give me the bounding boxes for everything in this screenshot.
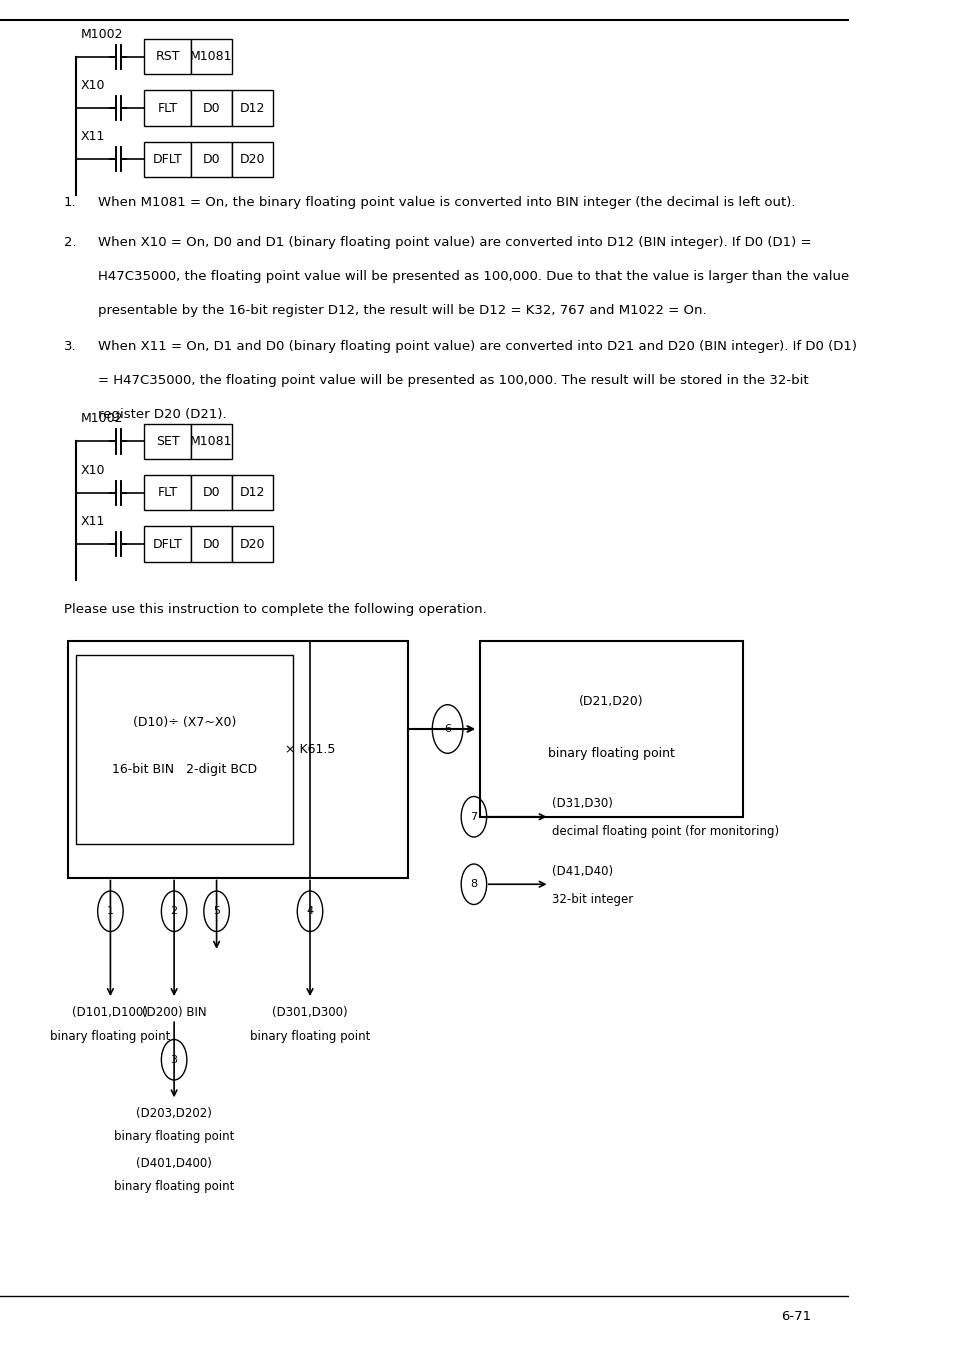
- Text: When M1081 = On, the binary floating point value is converted into BIN integer (: When M1081 = On, the binary floating poi…: [97, 196, 795, 209]
- Text: binary floating point: binary floating point: [548, 747, 674, 760]
- FancyBboxPatch shape: [191, 475, 232, 510]
- Text: X11: X11: [81, 514, 105, 528]
- Text: (D41,D40): (D41,D40): [552, 864, 613, 878]
- Text: (D200) BIN: (D200) BIN: [142, 1006, 206, 1019]
- Text: = H47C35000, the floating point value will be presented as 100,000. The result w: = H47C35000, the floating point value wi…: [97, 374, 807, 387]
- FancyBboxPatch shape: [76, 655, 293, 844]
- FancyBboxPatch shape: [144, 39, 191, 74]
- Text: D0: D0: [202, 537, 220, 551]
- Text: X10: X10: [81, 463, 105, 477]
- Text: 2: 2: [171, 906, 177, 917]
- Text: M1002: M1002: [81, 412, 123, 425]
- Text: (D31,D30): (D31,D30): [552, 796, 612, 810]
- Text: 16-bit BIN   2-digit BCD: 16-bit BIN 2-digit BCD: [112, 763, 257, 776]
- Text: D12: D12: [239, 101, 265, 115]
- Text: X11: X11: [81, 130, 105, 143]
- Text: 3: 3: [171, 1054, 177, 1065]
- Text: (D101,D100): (D101,D100): [72, 1006, 149, 1019]
- Text: 32-bit integer: 32-bit integer: [552, 892, 633, 906]
- Text: H47C35000, the floating point value will be presented as 100,000. Due to that th: H47C35000, the floating point value will…: [97, 270, 848, 284]
- Text: RST: RST: [155, 50, 180, 63]
- Text: register D20 (D21).: register D20 (D21).: [97, 408, 226, 421]
- Text: When X11 = On, D1 and D0 (binary floating point value) are converted into D21 an: When X11 = On, D1 and D0 (binary floatin…: [97, 340, 856, 354]
- Text: M1081: M1081: [190, 435, 233, 448]
- Text: decimal floating point (for monitoring): decimal floating point (for monitoring): [552, 825, 779, 838]
- Text: 6-71: 6-71: [781, 1310, 811, 1323]
- Text: D20: D20: [239, 153, 265, 166]
- Text: 1: 1: [107, 906, 113, 917]
- Text: 3.: 3.: [64, 340, 76, 354]
- FancyBboxPatch shape: [144, 424, 191, 459]
- Text: When X10 = On, D0 and D1 (binary floating point value) are converted into D12 (B: When X10 = On, D0 and D1 (binary floatin…: [97, 236, 810, 250]
- Text: 4: 4: [306, 906, 314, 917]
- Text: D20: D20: [239, 537, 265, 551]
- FancyBboxPatch shape: [144, 526, 191, 562]
- Text: DFLT: DFLT: [152, 153, 182, 166]
- Text: DFLT: DFLT: [152, 537, 182, 551]
- Text: FLT: FLT: [157, 486, 177, 500]
- Text: × K61.5: × K61.5: [285, 743, 335, 756]
- Text: X10: X10: [81, 78, 105, 92]
- FancyBboxPatch shape: [232, 526, 273, 562]
- Text: 8: 8: [470, 879, 477, 890]
- Text: 1.: 1.: [64, 196, 76, 209]
- FancyBboxPatch shape: [232, 142, 273, 177]
- FancyBboxPatch shape: [68, 641, 407, 878]
- Text: binary floating point: binary floating point: [113, 1130, 234, 1143]
- Text: presentable by the 16-bit register D12, the result will be D12 = K32, 767 and M1: presentable by the 16-bit register D12, …: [97, 304, 705, 317]
- FancyBboxPatch shape: [191, 424, 232, 459]
- FancyBboxPatch shape: [191, 142, 232, 177]
- Text: M1002: M1002: [81, 27, 123, 40]
- Text: FLT: FLT: [157, 101, 177, 115]
- FancyBboxPatch shape: [191, 39, 232, 74]
- FancyBboxPatch shape: [144, 90, 191, 126]
- Text: Please use this instruction to complete the following operation.: Please use this instruction to complete …: [64, 603, 486, 617]
- Text: SET: SET: [155, 435, 179, 448]
- Text: (D301,D300): (D301,D300): [272, 1006, 348, 1019]
- Text: binary floating point: binary floating point: [51, 1030, 171, 1044]
- Text: D12: D12: [239, 486, 265, 500]
- Text: 2.: 2.: [64, 236, 76, 250]
- Text: D0: D0: [202, 153, 220, 166]
- FancyBboxPatch shape: [232, 90, 273, 126]
- FancyBboxPatch shape: [191, 90, 232, 126]
- FancyBboxPatch shape: [191, 526, 232, 562]
- Text: D0: D0: [202, 101, 220, 115]
- Text: D0: D0: [202, 486, 220, 500]
- Text: 5: 5: [213, 906, 220, 917]
- Text: binary floating point: binary floating point: [113, 1180, 234, 1193]
- Text: M1081: M1081: [190, 50, 233, 63]
- Text: 6: 6: [444, 724, 451, 734]
- Text: 7: 7: [470, 811, 477, 822]
- Text: (D10)÷ (X7~X0): (D10)÷ (X7~X0): [132, 716, 236, 729]
- FancyBboxPatch shape: [479, 641, 742, 817]
- Text: (D401,D400): (D401,D400): [136, 1157, 212, 1170]
- Text: (D21,D20): (D21,D20): [578, 695, 643, 709]
- Text: (D203,D202): (D203,D202): [136, 1107, 212, 1120]
- FancyBboxPatch shape: [144, 475, 191, 510]
- Text: binary floating point: binary floating point: [250, 1030, 370, 1044]
- FancyBboxPatch shape: [144, 142, 191, 177]
- FancyBboxPatch shape: [232, 475, 273, 510]
